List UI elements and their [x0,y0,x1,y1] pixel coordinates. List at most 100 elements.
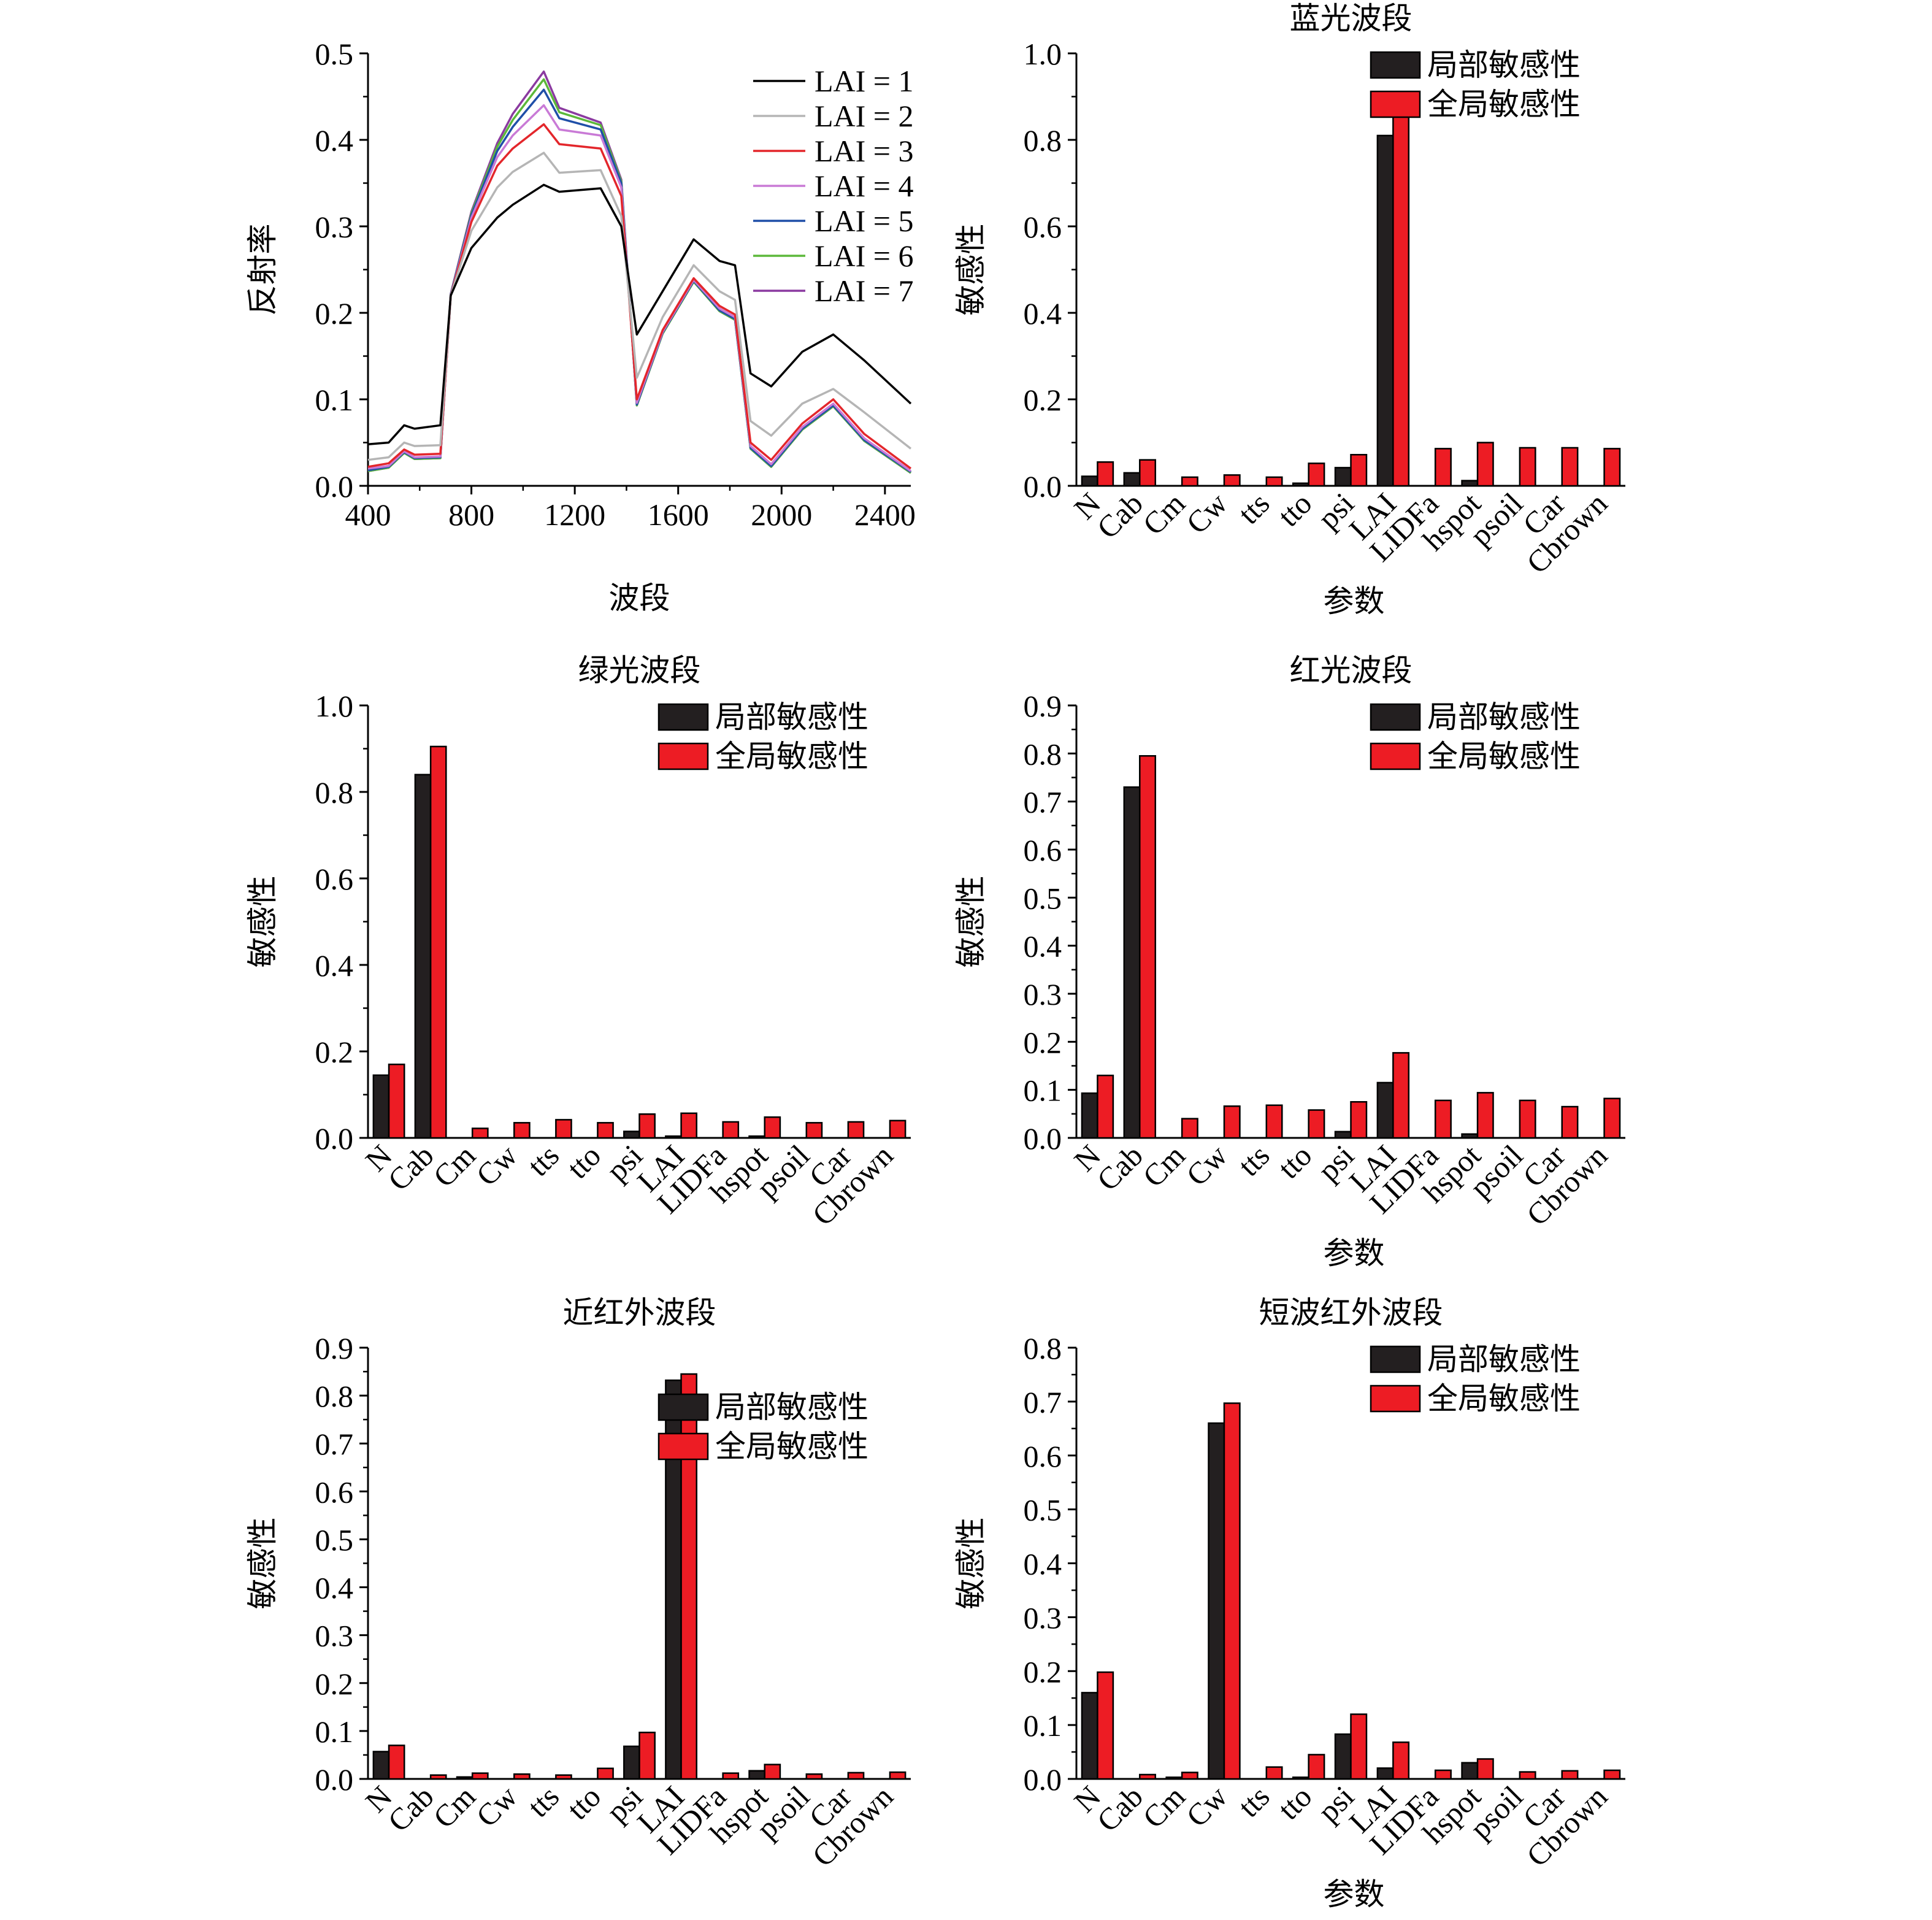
y-tick-label: 0.3 [1024,1600,1062,1635]
y-tick-label: 0.2 [1024,383,1062,417]
bar-local [1081,475,1098,487]
bar-local [748,1135,765,1139]
legend-label: LAI = 5 [815,204,914,238]
bar-local [456,1776,473,1780]
legend-label-local: 局部敏感性 [1427,47,1581,83]
bar-global [1308,463,1325,487]
bar-local [1081,1092,1098,1139]
chart-title: 近红外波段 [563,1295,716,1331]
series-line-lai [367,104,912,472]
bar-global [388,1745,405,1780]
bar-local [1376,134,1394,487]
bar-local [1334,467,1352,487]
bar-global [1476,1758,1494,1780]
bar-global [1434,1099,1452,1139]
bar-global [1139,1773,1156,1780]
bar-chart-panel-2: 0.00.20.40.60.81.0NCabCmCwttsttopsiLAILI… [245,653,911,1232]
y-axis-label: 敏感性 [245,876,280,968]
y-tick-label: 0.6 [1024,833,1062,867]
x-tick-label: Cw [1179,1779,1234,1834]
y-tick-label: 0.5 [1024,1493,1062,1527]
legend-swatch-local [1370,1345,1421,1373]
bar-local [1208,1422,1225,1780]
bar-local [1376,1767,1394,1780]
y-tick-label: 0.2 [315,1035,354,1069]
y-tick-label: 0.6 [315,862,354,896]
bar-local [1334,1733,1352,1780]
legend-label-local: 局部敏感性 [715,699,868,735]
y-tick-label: 0.1 [1024,1073,1062,1108]
bar-local [623,1745,640,1780]
x-tick-label: tts [521,1779,565,1824]
series-line-lai [367,152,912,461]
bar-global [1603,1769,1621,1780]
y-tick-label: 0.4 [315,123,354,158]
bar-local [1123,472,1141,487]
legend-label-local: 局部敏感性 [1427,1342,1581,1377]
legend-label: LAI = 2 [815,99,914,133]
bar-local [623,1131,640,1139]
y-tick-label: 0.8 [1024,737,1062,771]
y-axis-label: 敏感性 [953,876,989,968]
y-tick-label: 0.7 [315,1427,354,1461]
legend-label: LAI = 6 [815,239,914,273]
y-tick-label: 1.0 [315,689,354,723]
y-tick-label: 0.0 [315,1121,354,1156]
bar-global [722,1772,740,1780]
y-tick-label: 0.7 [1024,785,1062,820]
x-tick-label: tto [1271,1779,1319,1826]
bar-global [764,1764,781,1780]
bar-global [1519,1099,1536,1139]
bar-global [1350,1101,1368,1139]
y-tick-label: 0.4 [315,1571,354,1605]
legend-swatch-global [1370,90,1421,118]
bar-local [1292,482,1309,487]
bar-global [1434,1769,1452,1780]
y-tick-label: 0.8 [1024,123,1062,158]
x-tick-label: 400 [345,497,391,532]
bar-global [513,1773,531,1780]
x-tick-label: tto [560,1779,607,1826]
legend-swatch-local [657,1393,709,1421]
chart-title: 短波红外波段 [1259,1295,1443,1331]
y-axis-label: 敏感性 [245,1518,280,1610]
bar-global [429,1774,447,1780]
y-tick-label: 1.0 [1024,37,1062,71]
bar-global [1603,448,1621,487]
bar-global [1097,1074,1114,1139]
bar-global [1350,1713,1368,1780]
legend-label-local: 局部敏感性 [715,1389,868,1425]
bar-chart-panel-3: 0.00.10.20.30.40.50.60.70.80.9NCabCmCwtt… [953,653,1625,1271]
bar-local [1123,786,1141,1139]
bar-local [665,1135,682,1139]
y-tick-label: 0.2 [315,1667,354,1701]
bar-local [372,1074,390,1139]
bar-local [1165,1776,1183,1780]
x-tick-label: tto [560,1138,607,1185]
bar-global [1476,1092,1494,1139]
bar-global [722,1121,740,1139]
y-tick-label: 0.0 [1024,469,1062,504]
y-tick-label: 0.1 [315,1715,354,1749]
bar-global [1603,1097,1621,1139]
y-tick-label: 0.2 [315,296,354,331]
y-tick-label: 0.1 [1024,1708,1062,1743]
y-tick-label: 0.4 [1024,929,1062,964]
chart-title: 蓝光波段 [1290,1,1413,36]
series-line-lai [367,183,912,446]
bar-global [764,1116,781,1139]
bar-global [513,1122,531,1139]
y-tick-label: 0.8 [315,775,354,810]
x-tick-label: Cw [469,1138,524,1192]
bar-global [1561,447,1579,487]
bar-local [1461,1762,1479,1780]
bar-chart-panel-5: 0.00.10.20.30.40.50.60.70.8NCabCmCwttstt… [953,1295,1625,1912]
bar-chart-panel-1: 0.00.20.40.60.81.0NCabCmCwttsttopsiLAILI… [953,1,1625,619]
y-tick-label: 0.0 [1024,1121,1062,1156]
y-axis-label: 反射率 [245,224,280,316]
bar-global [1392,1052,1410,1139]
y-tick-label: 0.4 [1024,296,1062,331]
x-tick-label: 2000 [751,497,812,532]
legend-swatch-local [1370,51,1421,79]
